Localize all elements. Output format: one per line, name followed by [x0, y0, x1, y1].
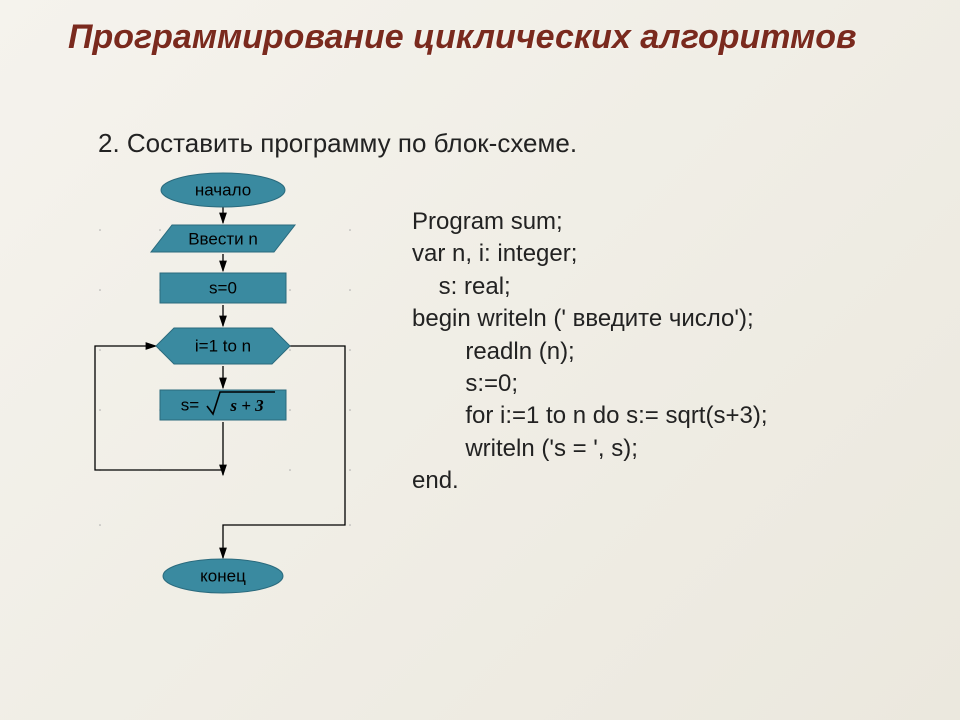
code-line: for i:=1 to n do s:= sqrt(s+3);: [412, 402, 768, 429]
code-line: readln (n);: [412, 338, 575, 365]
end-label: конец: [200, 566, 246, 585]
code-line: s: real;: [412, 273, 511, 300]
code-line: writeln ('s = ', s);: [412, 435, 638, 462]
init-label: s=0: [209, 278, 237, 297]
code-line: Program sum;: [412, 208, 563, 235]
calc-expr: s + 3: [229, 396, 264, 415]
code-listing: Program sum; var n, i: integer; s: real;…: [412, 206, 768, 498]
calc-prefix: s=: [181, 395, 200, 414]
loop-label: i=1 to n: [195, 336, 251, 355]
code-line: var n, i: integer;: [412, 240, 577, 267]
page-title: Программирование циклических алгоритмов: [68, 18, 920, 57]
flowchart-diagram: начало Ввести n s=0 i=1 to n s= s + 3 ко…: [70, 170, 390, 650]
task-subtitle: 2. Составить программу по блок-схеме.: [98, 128, 577, 159]
start-label: начало: [195, 180, 251, 199]
input-label: Ввести n: [188, 229, 258, 248]
code-line: end.: [412, 467, 459, 494]
calc-node: [160, 390, 286, 420]
loop-exit-edge: [223, 346, 345, 558]
code-line: begin writeln (' введите число');: [412, 305, 754, 332]
code-line: s:=0;: [412, 370, 518, 397]
